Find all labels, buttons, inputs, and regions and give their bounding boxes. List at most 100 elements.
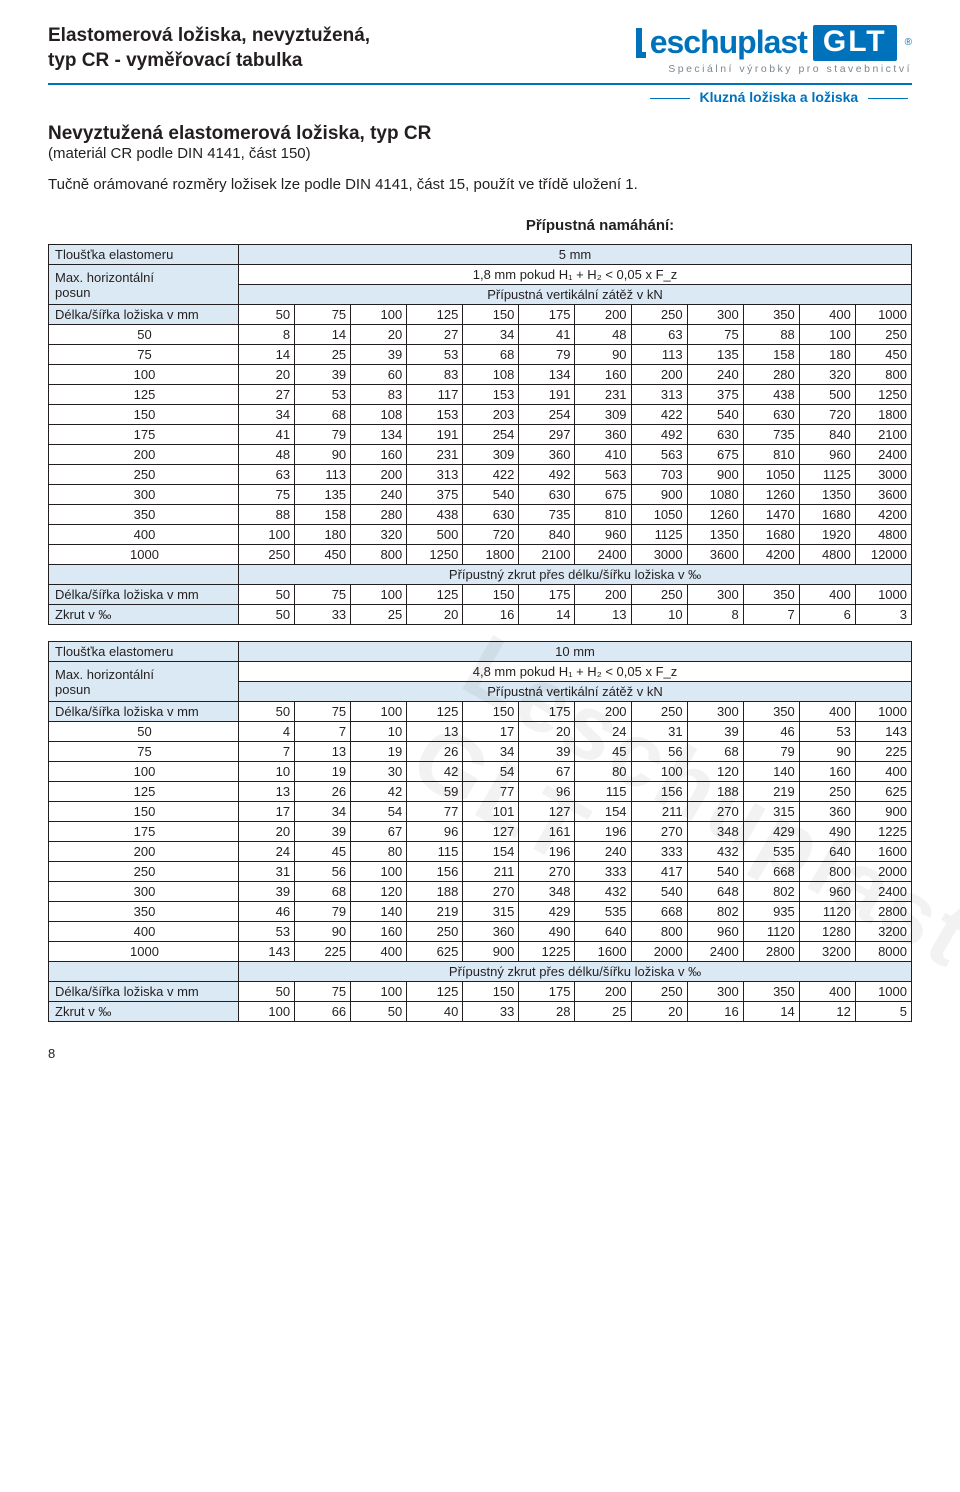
col-header: 125	[407, 702, 463, 722]
table-cell: 492	[631, 425, 687, 445]
maxh-value: 1,8 mm pokud H₁ + H₂ < 0,05 x F_z	[239, 265, 912, 285]
twist-val: 13	[575, 605, 631, 625]
row-label: 50	[49, 722, 239, 742]
twist-col: 300	[687, 982, 743, 1002]
table-cell: 240	[575, 842, 631, 862]
table-cell: 360	[575, 425, 631, 445]
row-label: 100	[49, 762, 239, 782]
vload-label: Přípustná vertikální zátěž v kN	[239, 682, 912, 702]
row-label: 125	[49, 385, 239, 405]
table-cell: 1600	[855, 842, 911, 862]
table-cell: 1600	[575, 942, 631, 962]
twist-col: 350	[743, 585, 799, 605]
table-cell: 219	[743, 782, 799, 802]
twist-val: 10	[631, 605, 687, 625]
table-cell: 648	[687, 882, 743, 902]
table-cell: 960	[799, 882, 855, 902]
table-cell: 250	[407, 922, 463, 942]
table-cell: 158	[295, 505, 351, 525]
table-cell: 2000	[855, 862, 911, 882]
table-cell: 83	[351, 385, 407, 405]
twist-val: 66	[295, 1002, 351, 1022]
table-cell: 34	[463, 325, 519, 345]
table-cell: 231	[407, 445, 463, 465]
table-cell: 90	[799, 742, 855, 762]
table-cell: 640	[799, 842, 855, 862]
table-cell: 735	[743, 425, 799, 445]
twist-col: 100	[351, 585, 407, 605]
table-cell: 540	[687, 862, 743, 882]
table-cell: 39	[239, 882, 295, 902]
twist-col: 175	[519, 585, 575, 605]
row-label: 1000	[49, 942, 239, 962]
table-cell: 154	[575, 802, 631, 822]
table-cell: 535	[575, 902, 631, 922]
twist-val: 33	[463, 1002, 519, 1022]
table-cell: 7	[295, 722, 351, 742]
table-cell: 12000	[855, 545, 911, 565]
table-cell: 703	[631, 465, 687, 485]
table-cell: 4800	[855, 525, 911, 545]
table-cell: 191	[407, 425, 463, 445]
table-cell: 333	[631, 842, 687, 862]
table-cell: 1350	[799, 485, 855, 505]
table-cell: 900	[631, 485, 687, 505]
table-cell: 490	[799, 822, 855, 842]
page-heading-note: (materiál CR podle DIN 4141, část 150)	[48, 145, 912, 162]
table-cell: 134	[351, 425, 407, 445]
table-cell: 348	[687, 822, 743, 842]
table-cell: 188	[687, 782, 743, 802]
table-cell: 180	[295, 525, 351, 545]
table-cell: 39	[295, 365, 351, 385]
table-cell: 225	[295, 942, 351, 962]
table-cell: 75	[239, 485, 295, 505]
col-header: 350	[743, 702, 799, 722]
table-cell: 46	[743, 722, 799, 742]
twist-val: 40	[407, 1002, 463, 1022]
twist-banner: Přípustný zkrut přes délku/šířku ložiska…	[239, 962, 912, 982]
table-cell: 188	[407, 882, 463, 902]
twist-val: 33	[295, 605, 351, 625]
table-cell: 160	[799, 762, 855, 782]
table-cell: 1680	[799, 505, 855, 525]
col-header: 300	[687, 702, 743, 722]
table-cell: 48	[239, 445, 295, 465]
table-cell: 90	[295, 445, 351, 465]
table-cell: 280	[351, 505, 407, 525]
col-header: 125	[407, 305, 463, 325]
table-cell: 158	[743, 345, 799, 365]
table-cell: 13	[239, 782, 295, 802]
table-cell: 563	[631, 445, 687, 465]
col-header: 75	[295, 305, 351, 325]
intro-paragraph: Tučně orámované rozměry ložisek lze podl…	[48, 176, 912, 193]
twist-banner: Přípustný zkrut přes délku/šířku ložiska…	[239, 565, 912, 585]
twist-col: 400	[799, 585, 855, 605]
table-cell: 79	[519, 345, 575, 365]
table-cell: 375	[407, 485, 463, 505]
table-cell: 96	[519, 782, 575, 802]
table-cell: 20	[239, 365, 295, 385]
block-title: Přípustná namáhání:	[288, 217, 912, 234]
row-label: 150	[49, 802, 239, 822]
table-cell: 211	[463, 862, 519, 882]
table-cell: 1050	[631, 505, 687, 525]
table-cell: 68	[463, 345, 519, 365]
table-cell: 203	[463, 405, 519, 425]
twist-val: 50	[239, 605, 295, 625]
table-cell: 88	[743, 325, 799, 345]
table-cell: 120	[351, 882, 407, 902]
table-cell: 2000	[631, 942, 687, 962]
row-label: 100	[49, 365, 239, 385]
dim-label-2: Délka/šířka ložiska v mm	[49, 982, 239, 1002]
table-cell: 1920	[799, 525, 855, 545]
table-cell: 108	[351, 405, 407, 425]
row-label: 50	[49, 325, 239, 345]
table-cell: 101	[463, 802, 519, 822]
row-label: 350	[49, 505, 239, 525]
twist-col: 50	[239, 982, 295, 1002]
table-cell: 8	[239, 325, 295, 345]
table-cell: 68	[687, 742, 743, 762]
table-cell: 1250	[855, 385, 911, 405]
twist-col: 1000	[855, 982, 911, 1002]
table-cell: 14	[239, 345, 295, 365]
